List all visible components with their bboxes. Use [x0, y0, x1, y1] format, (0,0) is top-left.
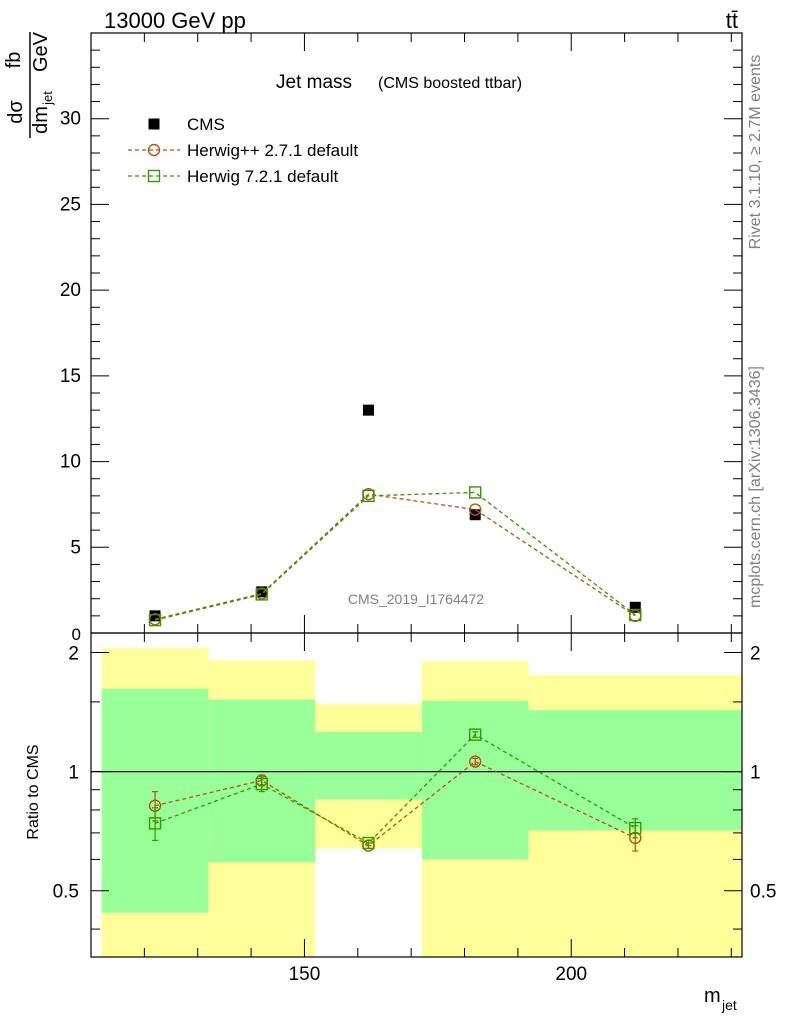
- ratio-ytick-label-right: 0.5: [750, 882, 776, 903]
- main-ytick-label: 10: [60, 452, 81, 473]
- ratio-xtick-label: 200: [555, 964, 587, 985]
- rivet-label: Rivet 3.1.10, ≥ 2.7M events: [747, 55, 764, 250]
- legend-marker: [148, 118, 160, 130]
- series-0-point: [362, 404, 374, 416]
- legend-marker: [147, 143, 161, 157]
- ylabel-num-d: dσ: [5, 100, 27, 124]
- ratio-y-label: Ratio to CMS: [25, 744, 42, 839]
- ratio-ytick-label-right: 1: [750, 763, 761, 784]
- legend-label: Herwig++ 2.7.1 default: [187, 141, 358, 160]
- title-main: Jet mass: [276, 72, 352, 93]
- ratio-series-0-point: [468, 755, 482, 768]
- main-ytick-label: 25: [60, 194, 81, 215]
- ylabel-num-unit: fb: [3, 52, 25, 69]
- xlabel-main: m: [704, 985, 721, 1007]
- series-0-point: [256, 586, 268, 598]
- ratio-ticks: 0.5 0.5 1 1 2 2 150 200: [53, 633, 776, 985]
- series-2-point: [255, 588, 268, 601]
- ratio-ytick-label-right: 2: [750, 643, 761, 664]
- ratio-frame: [90, 632, 743, 958]
- main-ytick-label-cut: 0: [72, 625, 81, 644]
- main-ytick-label: 30: [60, 109, 81, 130]
- legend-label: Herwig 7.2.1 default: [187, 167, 338, 186]
- band-green: [421, 700, 529, 860]
- main-ytick-label: 15: [60, 366, 81, 387]
- ratio-panel: 0.5 0.5 1 1 2 2 150 200: [53, 632, 776, 985]
- main-series: [148, 404, 642, 627]
- main-ytick-label: 5: [70, 537, 81, 558]
- ratio-ytick-label: 2: [68, 643, 79, 664]
- band-green: [315, 731, 422, 800]
- mcplots-label: mcplots.cern.ch [arXiv:1306.3436]: [747, 366, 764, 608]
- main-y-ticks: 5 10 15 20 25 30: [60, 33, 742, 633]
- legend-label: CMS: [187, 115, 225, 134]
- legend: CMS Herwig++ 2.7.1 default Herwig 7.2.1 de…: [128, 115, 358, 186]
- chart-title: Jet mass (CMS boosted ttbar): [276, 72, 522, 93]
- ratio-series: [148, 728, 642, 852]
- legend-marker: [147, 169, 161, 183]
- ratio-series-1-point: [148, 817, 162, 830]
- ratio-xtick-label: 150: [289, 964, 321, 985]
- series-2-point: [148, 613, 162, 627]
- band-green: [528, 710, 742, 831]
- ylabel-den-sub: jet: [40, 91, 55, 106]
- title-sub: (CMS boosted ttbar): [378, 75, 522, 92]
- header-right: tt̄: [726, 8, 738, 33]
- ratio-series-1-point: [362, 836, 375, 850]
- header-left: 13000 GeV pp: [104, 8, 246, 33]
- series-1-point: [468, 503, 482, 516]
- series-0-point: [149, 610, 161, 622]
- ratio-series-1-point: [255, 777, 268, 791]
- x-axis-label: m jet: [704, 985, 737, 1013]
- ratio-series-1-point: [468, 728, 482, 741]
- series-0-point: [629, 601, 641, 613]
- series-2-point: [629, 608, 642, 622]
- watermark: CMS_2019_I1764472: [348, 591, 484, 607]
- series-2-line: [154, 491, 636, 621]
- ratio-series-1-point: [629, 821, 642, 835]
- ratio-bands: [101, 648, 742, 957]
- ylabel-den-d: dm: [30, 106, 52, 134]
- main-ytick-label: 20: [60, 280, 81, 301]
- ratio-series-1-line: [154, 733, 636, 844]
- ylabel-den-unit: GeV: [30, 31, 52, 72]
- series-2-point: [468, 486, 482, 499]
- ratio-ytick-label: 0.5: [53, 882, 79, 903]
- xlabel-sub: jet: [721, 997, 737, 1013]
- series-2-point: [362, 489, 375, 503]
- ratio-ytick-label: 1: [68, 763, 79, 784]
- series-1-line: [154, 493, 636, 620]
- main-panel: 5 10 15 20 25 30 0 CMS_2019_I1764472 Jet mass…: [60, 32, 743, 644]
